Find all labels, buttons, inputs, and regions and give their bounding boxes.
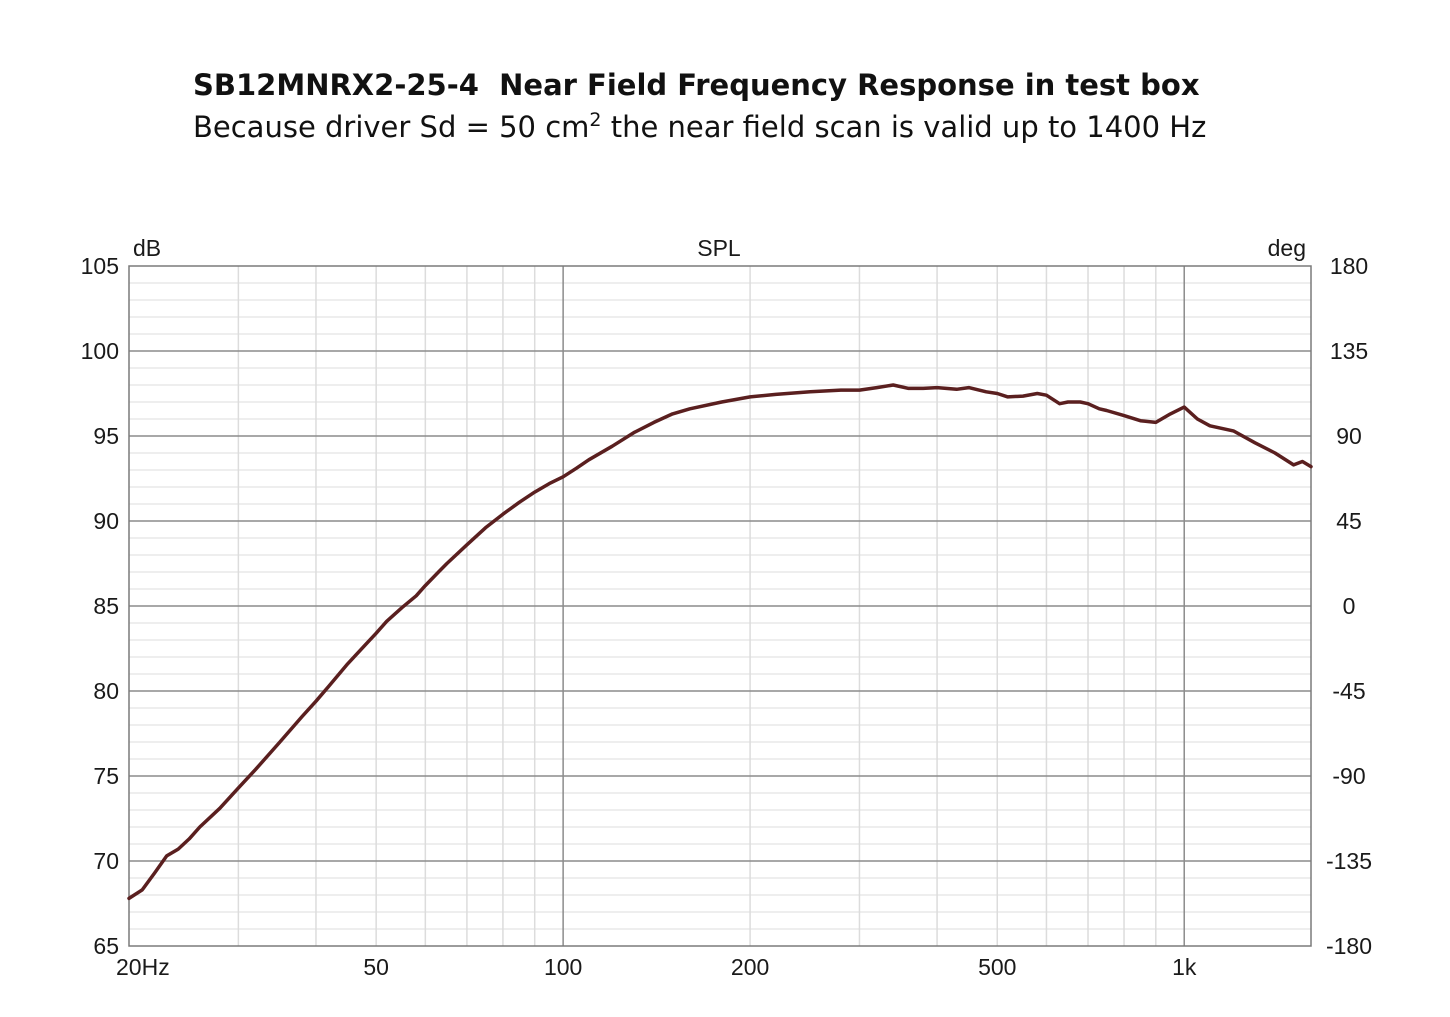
y-tick-label: 80 bbox=[93, 678, 119, 704]
y2-axis-unit-label: deg bbox=[1268, 235, 1306, 261]
x-tick-label: 50 bbox=[363, 954, 389, 980]
x-tick-label: 200 bbox=[731, 954, 769, 980]
y2-tick-label: 90 bbox=[1336, 423, 1362, 449]
y-tick-label: 90 bbox=[93, 508, 119, 534]
subtitle-prefix: Because driver Sd = 50 cm bbox=[193, 110, 590, 144]
axis-labels: 65 70 75 80 85 90 95 100 105 -180 -135 -90 -45 0 45 90 1… bbox=[81, 235, 1372, 980]
chart-subtitle: Because driver Sd = 50 cm2 the near fiel… bbox=[193, 110, 1206, 144]
subtitle-superscript: 2 bbox=[589, 109, 602, 131]
y2-tick-label: -90 bbox=[1332, 763, 1365, 789]
y2-tick-label: -180 bbox=[1326, 933, 1372, 959]
plot-frame bbox=[128, 265, 1312, 947]
y-tick-label: 70 bbox=[93, 848, 119, 874]
spl-curve-group bbox=[127, 383, 1313, 901]
y2-tick-label: 180 bbox=[1330, 253, 1368, 279]
y-tick-label: 105 bbox=[81, 253, 119, 279]
y2-tick-label: -45 bbox=[1332, 678, 1365, 704]
x-tick-label: 500 bbox=[978, 954, 1016, 980]
x-tick-label: 20Hz bbox=[116, 954, 170, 980]
y2-tick-label: 45 bbox=[1336, 508, 1362, 534]
y2-tick-label: 135 bbox=[1330, 338, 1368, 364]
x-tick-label: 100 bbox=[544, 954, 582, 980]
y2-tick-label: 0 bbox=[1343, 593, 1356, 619]
y-tick-label: 95 bbox=[93, 423, 119, 449]
y-tick-label: 65 bbox=[93, 933, 119, 959]
spl-series-line bbox=[127, 383, 1313, 901]
y-tick-label: 100 bbox=[81, 338, 119, 364]
y-tick-label: 75 bbox=[93, 763, 119, 789]
subtitle-suffix: the near field scan is valid up to 1400 … bbox=[601, 110, 1207, 144]
y2-tick-label: -135 bbox=[1326, 848, 1372, 874]
y-axis-unit-label: dB bbox=[133, 235, 161, 261]
y-tick-label: 85 bbox=[93, 593, 119, 619]
chart-title: SB12MNRX2-25-4 Near Field Frequency Resp… bbox=[193, 68, 1200, 102]
x-tick-label: 1k bbox=[1172, 954, 1197, 980]
plot-title: SPL bbox=[697, 235, 741, 261]
